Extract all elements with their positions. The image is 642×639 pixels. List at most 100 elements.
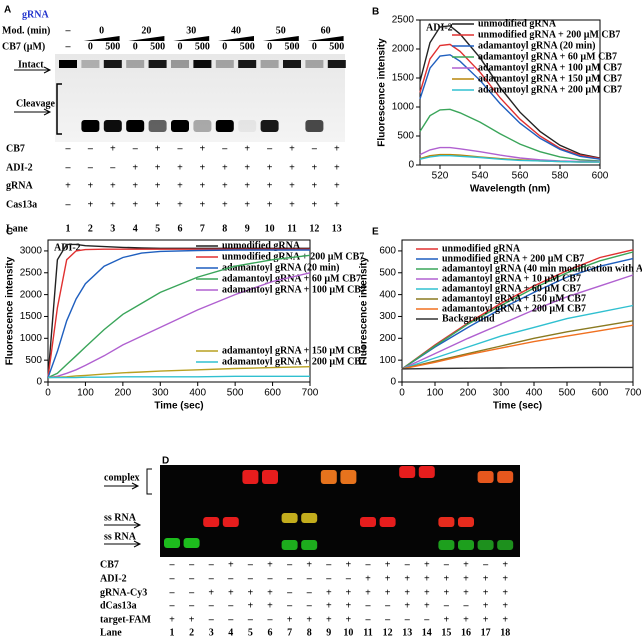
legend-label: adamantoyl gRNA + 200 µM CB7 [442, 303, 586, 314]
complex-label: complex [104, 472, 140, 483]
sign: – [365, 600, 372, 611]
row-label: ADI-2 [100, 573, 127, 584]
lane-number: 12 [309, 223, 319, 234]
sign: + [177, 162, 183, 173]
x-tick-label: 560 [512, 171, 529, 182]
series-line [401, 251, 634, 370]
sign: – [325, 559, 332, 570]
cb7-value: 0 [88, 41, 93, 52]
gel-band [126, 120, 145, 132]
sign: – [169, 573, 176, 584]
legend-label: adamantoyl gRNA + 60 µM CB7 [478, 51, 617, 62]
x-tick-label: 540 [472, 171, 489, 182]
arrow [104, 482, 140, 490]
series-line [47, 272, 311, 379]
cb7-value: 500 [329, 41, 344, 52]
gel-band [477, 471, 494, 483]
sign: + [132, 162, 138, 173]
series-line [47, 249, 310, 378]
sign: + [267, 600, 273, 611]
sign: – [306, 600, 313, 611]
sign: + [248, 587, 254, 598]
sign: – [306, 573, 313, 584]
sign: – [188, 600, 195, 611]
sign: + [189, 614, 195, 625]
x-tick-label: 400 [526, 388, 543, 399]
x-tick-label: 100 [77, 388, 94, 399]
sign: – [384, 600, 391, 611]
legend-label: adamantoyl gRNA + 150 µM CB7 [222, 345, 366, 356]
sign: + [267, 199, 273, 210]
sign: + [177, 199, 183, 210]
mod-value: 60 [321, 25, 331, 36]
gel-band [438, 517, 455, 527]
sign: + [200, 162, 206, 173]
sign: + [365, 573, 371, 584]
legend-label: adamantoyl gRNA + 60 µM CB7 [442, 283, 581, 294]
sign: – [365, 559, 372, 570]
sign: + [244, 199, 250, 210]
series-line [48, 375, 310, 379]
sign: + [244, 180, 250, 191]
sign: + [346, 587, 352, 598]
sign: – [227, 573, 234, 584]
sign: + [483, 587, 489, 598]
gel-band [379, 517, 396, 527]
row-label: Cas13a [6, 199, 37, 210]
lane-number: 3 [209, 627, 214, 638]
legend-label: adamantoyl gRNA + 60 µM CB7 [222, 273, 361, 284]
sign: + [306, 559, 312, 570]
y-tick-label: 500 [397, 131, 414, 142]
ss-rna-label: ss RNA [104, 512, 137, 523]
gel-band [305, 120, 324, 132]
cb7-value: 0 [267, 41, 272, 52]
x-tick-label: 400 [189, 388, 206, 399]
sign: + [200, 199, 206, 210]
y-axis-label: Fluorescence intensity [359, 256, 370, 365]
legend-label: unmodified gRNA [442, 243, 521, 254]
gel-band [360, 517, 376, 527]
y-tick-label: 2000 [392, 44, 415, 55]
legend-label: Background [442, 313, 495, 324]
lane-number: 7 [287, 627, 292, 638]
cb7-value: – [65, 41, 72, 52]
lane-number: 6 [268, 627, 273, 638]
sign: + [346, 614, 352, 625]
legend-label: adamantoyl gRNA + 100 µM CB7 [478, 62, 622, 73]
legend-label: adamantoyl gRNA + 150 µM CB7 [478, 73, 622, 84]
lane-number: 17 [481, 627, 491, 638]
sign: + [424, 559, 430, 570]
sign: + [155, 143, 161, 154]
sign: + [502, 600, 508, 611]
sign: – [286, 600, 293, 611]
sign: – [267, 614, 274, 625]
gel-band [497, 471, 514, 483]
sign: – [188, 559, 195, 570]
intact-label: Intact [18, 59, 44, 70]
sign: – [286, 573, 293, 584]
plot-frame [401, 239, 634, 383]
lane-number: 4 [228, 627, 233, 638]
sign: + [228, 587, 234, 598]
wedge [307, 36, 344, 41]
sign: – [443, 600, 450, 611]
sign: + [424, 600, 430, 611]
sign: – [482, 559, 489, 570]
series-line [47, 243, 310, 378]
gel-band [238, 60, 257, 68]
gel-band [193, 120, 212, 132]
sign: + [502, 573, 508, 584]
gel-band [126, 60, 145, 68]
row-label: gRNA-Cy3 [100, 587, 147, 598]
lane-number: 9 [326, 627, 331, 638]
y-tick-label: 1500 [20, 311, 43, 322]
lane-number: 4 [133, 223, 138, 234]
gel-band [438, 540, 455, 550]
sign: – [247, 559, 254, 570]
sign: – [208, 600, 215, 611]
sign: – [404, 614, 411, 625]
x-tick-label: 500 [227, 388, 244, 399]
sign: + [208, 587, 214, 598]
y-tick-label: 2500 [392, 15, 415, 26]
sign: + [222, 199, 228, 210]
